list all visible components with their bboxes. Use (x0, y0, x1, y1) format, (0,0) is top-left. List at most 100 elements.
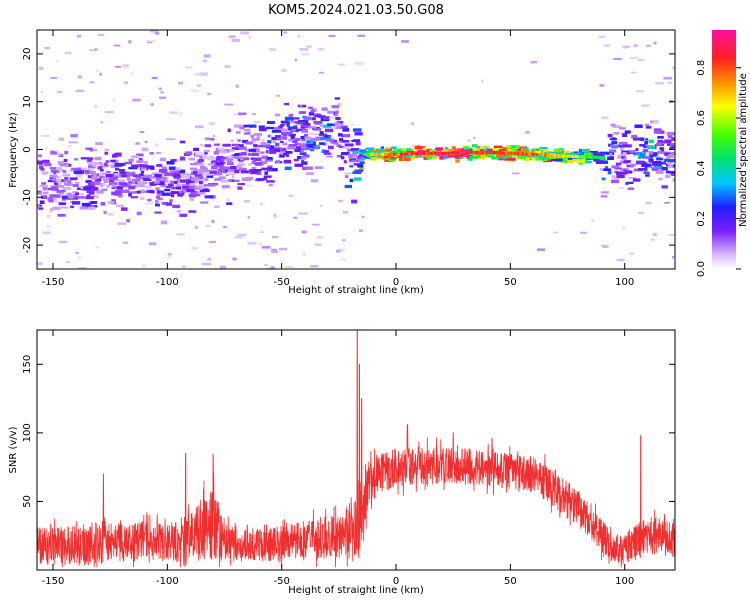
heatmap-cell (464, 150, 467, 154)
heatmap-cell (558, 154, 562, 158)
heatmap-cell (271, 136, 280, 141)
heatmap-cell (325, 138, 335, 142)
heatmap-cell (81, 167, 88, 171)
heatmap-cell (235, 84, 239, 88)
heatmap-cell (229, 169, 237, 173)
heatmap-cell (545, 153, 548, 157)
heatmap-cell (310, 109, 315, 113)
heatmap-cell (339, 140, 345, 143)
heatmap-cell (207, 183, 216, 187)
heatmap-cell (304, 136, 312, 140)
heatmap-cell (539, 146, 548, 151)
heatmap-cell (672, 164, 675, 168)
heatmap-cell (328, 115, 336, 119)
heatmap-cell (250, 171, 258, 175)
heatmap-cell (169, 199, 173, 203)
heatmap-cell (109, 176, 118, 181)
heatmap-cell (665, 156, 670, 161)
heatmap-cell (173, 180, 178, 184)
heatmap-cell (159, 157, 166, 162)
heatmap-cell (602, 245, 609, 249)
heatmap-cell (237, 163, 245, 166)
heatmap-cell (565, 154, 568, 158)
heatmap-cell (80, 192, 84, 196)
heatmap-cell (294, 148, 301, 153)
heatmap-cell (296, 34, 301, 38)
heatmap-cell (253, 168, 262, 172)
heatmap-cell (230, 165, 237, 170)
heatmap-cell (275, 135, 281, 138)
heatmap-cell (527, 152, 530, 156)
heatmap-cell (589, 155, 592, 159)
heatmap-cell (275, 142, 280, 147)
heatmap-cell (150, 103, 154, 106)
heatmap-cell (375, 150, 383, 155)
heatmap-cell (241, 177, 251, 182)
heatmap-cell (456, 152, 460, 157)
heatmap-cell (506, 145, 514, 148)
heatmap-cell (623, 157, 627, 161)
heatmap-cell (140, 170, 145, 174)
heatmap-cell (600, 160, 608, 164)
heatmap-cell (176, 186, 182, 190)
heatmap-cell (524, 152, 527, 156)
heatmap-cell (664, 139, 672, 144)
heatmap-cell (413, 152, 416, 156)
heatmap-cell (208, 122, 215, 125)
heatmap-cell (217, 168, 221, 173)
colorbar-tick-label: 0.2 (696, 211, 707, 227)
heatmap-cell (121, 174, 127, 178)
heatmap-cell (124, 161, 133, 165)
heatmap-cell (630, 57, 639, 59)
heatmap-cell (598, 157, 603, 161)
heatmap-cell (261, 160, 268, 165)
heatmap-cell (668, 233, 675, 236)
y-tick-label: 50 (22, 495, 33, 508)
heatmap-cell (125, 172, 132, 176)
heatmap-cell (207, 257, 211, 261)
heatmap-cell (359, 229, 363, 233)
heatmap-cell (627, 151, 632, 155)
heatmap-cell (118, 194, 123, 198)
heatmap-cell (313, 128, 322, 131)
heatmap-cell (632, 178, 641, 182)
heatmap-cell (213, 151, 219, 155)
heatmap-cell (176, 210, 181, 213)
heatmap-cell (136, 160, 144, 163)
heatmap-cell (176, 169, 186, 174)
heatmap-cell (87, 175, 94, 179)
heatmap-cell (480, 155, 485, 159)
heatmap-cell (410, 152, 413, 156)
heatmap-cell (417, 150, 425, 153)
heatmap-cell (669, 151, 675, 155)
heatmap-cell (271, 129, 281, 133)
heatmap-cell (579, 155, 582, 159)
heatmap-cell (428, 151, 431, 155)
heatmap-cell (389, 154, 396, 158)
heatmap-cell (70, 205, 74, 209)
heatmap-cell (501, 156, 506, 160)
heatmap-cell (222, 143, 231, 147)
heatmap-cell (357, 163, 364, 168)
heatmap-cell (155, 187, 160, 191)
heatmap-cell (139, 131, 145, 134)
heatmap-cell (267, 134, 271, 138)
heatmap-cell (298, 111, 306, 114)
heatmap-cell (263, 176, 267, 180)
heatmap-cell (104, 162, 108, 166)
heatmap-cell (73, 170, 82, 175)
heatmap-cell (484, 150, 487, 154)
heatmap-cell (61, 169, 65, 173)
heatmap-cell (128, 193, 132, 197)
heatmap-cell (225, 158, 234, 161)
heatmap-cell (444, 151, 448, 155)
heatmap-cell (608, 149, 617, 153)
heatmap-cell (628, 177, 636, 179)
heatmap-cell (54, 176, 61, 179)
heatmap-cell (622, 152, 627, 156)
heatmap-cell (534, 150, 542, 154)
heatmap-cell (671, 66, 675, 69)
heatmap-cell (136, 183, 145, 188)
heatmap-cell (185, 151, 193, 156)
heatmap-cell (515, 144, 520, 149)
